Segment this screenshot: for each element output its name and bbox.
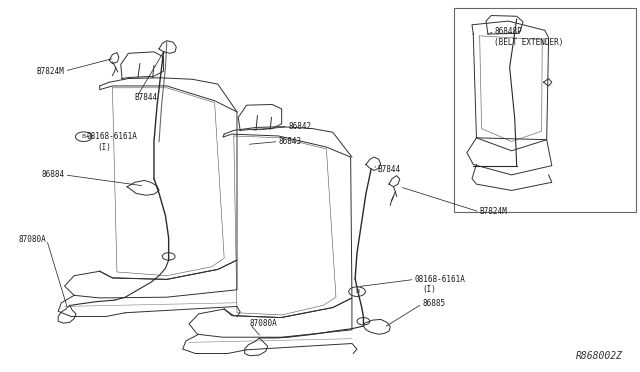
Text: 86848P: 86848P <box>494 26 522 36</box>
Text: B7844: B7844 <box>378 165 401 174</box>
Text: 08168-6161A: 08168-6161A <box>415 275 465 284</box>
Text: B: B <box>355 289 359 294</box>
Text: B: B <box>81 134 86 139</box>
Text: 86842: 86842 <box>288 122 311 131</box>
Bar <box>454 8 636 212</box>
Text: 86843: 86843 <box>278 137 301 146</box>
Text: 87080A: 87080A <box>250 320 278 328</box>
Text: 87080A: 87080A <box>19 235 47 244</box>
Text: 08168-6161A: 08168-6161A <box>87 132 138 141</box>
Text: (I): (I) <box>98 142 111 151</box>
Text: B7824M: B7824M <box>37 67 65 76</box>
Text: 86885: 86885 <box>422 299 445 308</box>
Text: R868002Z: R868002Z <box>577 352 623 362</box>
Text: B7824M: B7824M <box>479 208 508 217</box>
Text: B7844: B7844 <box>135 93 158 102</box>
Text: (I): (I) <box>423 285 436 294</box>
Text: (BELT EXTENDER): (BELT EXTENDER) <box>494 38 564 48</box>
Text: 86884: 86884 <box>42 170 65 179</box>
